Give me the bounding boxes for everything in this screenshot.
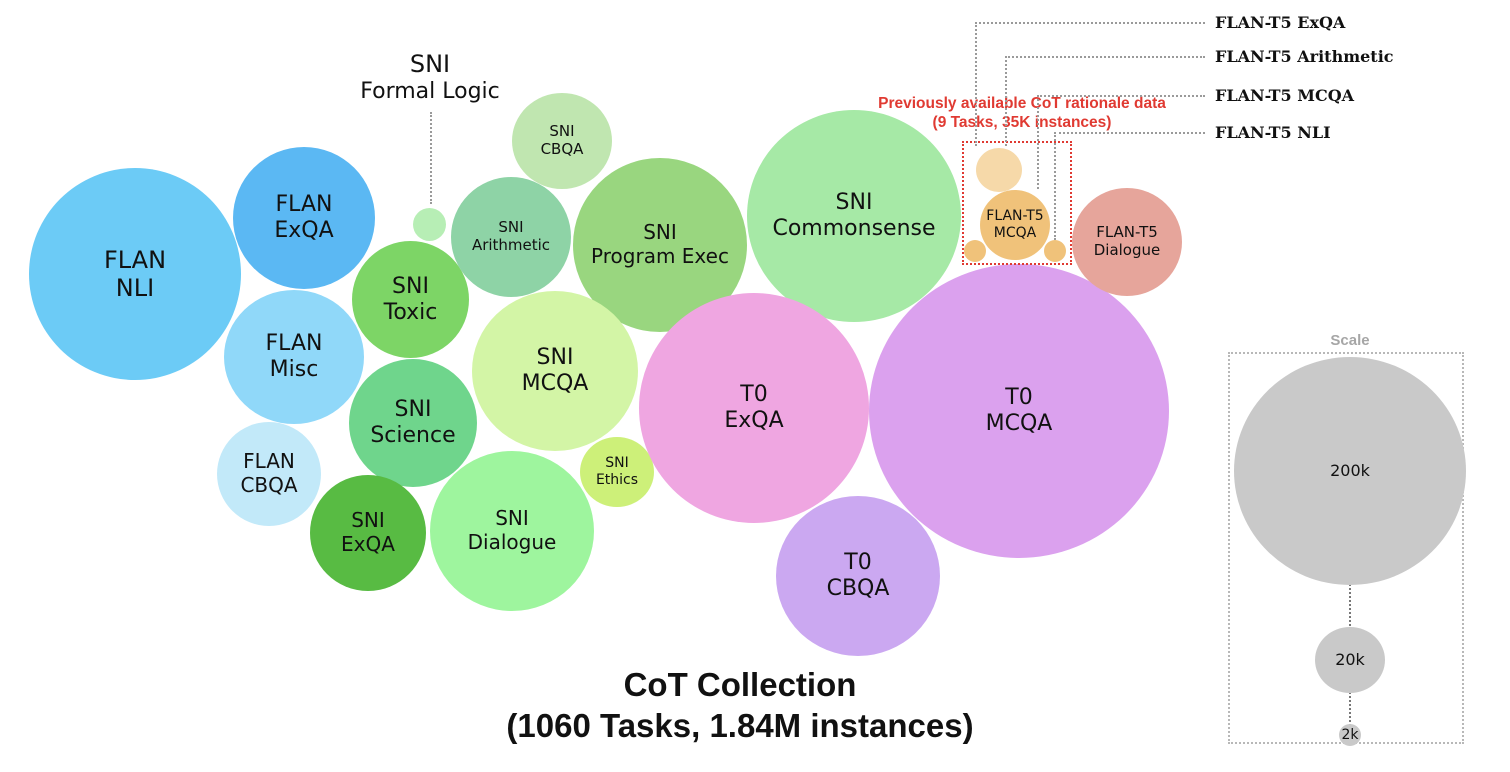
bubble-label: MCQA bbox=[993, 225, 1037, 241]
callout-flan-t5-exqa: FLAN-T5 ExQA bbox=[1215, 13, 1346, 32]
bubble-sni-formal-logic bbox=[413, 208, 446, 241]
bubble-sni-commonsense: SNI Commonsense bbox=[747, 110, 961, 322]
bubble-sni-toxic: SNI Toxic bbox=[352, 241, 469, 358]
bubble-flan-t5-mcqa: FLAN-T5 MCQA bbox=[980, 190, 1050, 260]
bubble-flan-misc: FLAN Misc bbox=[224, 290, 364, 424]
bubble-sni-arithmetic: SNI Arithmetic bbox=[451, 177, 571, 297]
collection-title-line2: (1060 Tasks, 1.84M instances) bbox=[506, 707, 974, 745]
bubble-label: Commonsense bbox=[772, 216, 936, 241]
previous-data-title: Previously available CoT rationale data … bbox=[852, 94, 1192, 133]
bubble-label: Dialogue bbox=[467, 530, 557, 554]
bubble-label: SNI bbox=[498, 218, 524, 237]
bubble-label: Toxic bbox=[383, 299, 438, 325]
bubble-flan-t5-arithmetic bbox=[964, 240, 986, 262]
bubble-flan-t5-nli bbox=[1044, 240, 1066, 262]
sni-formal-logic-leader bbox=[430, 112, 432, 204]
collection-title-line1: CoT Collection bbox=[623, 666, 857, 703]
nli-leader-v bbox=[1054, 132, 1056, 240]
scale-label: 20k bbox=[1335, 649, 1365, 669]
bubble-label: SNI bbox=[643, 220, 677, 245]
scale-title: Scale bbox=[1330, 332, 1370, 349]
arith-leader-v bbox=[1005, 56, 1007, 146]
bubble-label: FLAN-T5 bbox=[1096, 223, 1158, 242]
bubble-label: SNI bbox=[549, 122, 575, 141]
arith-leader-h bbox=[1005, 56, 1205, 58]
bubble-label: Dialogue bbox=[1093, 241, 1161, 259]
bubble-label: Arithmetic bbox=[471, 236, 551, 254]
bubble-flan-t5-dialogue: FLAN-T5 Dialogue bbox=[1072, 188, 1182, 296]
bubble-label: SNI bbox=[495, 506, 529, 531]
bubble-flan-exqa: FLAN ExQA bbox=[233, 147, 375, 289]
previous-data-line2: (9 Tasks, 35K instances) bbox=[932, 114, 1112, 132]
bubble-label: FLAN bbox=[275, 192, 333, 218]
bubble-sni-dialogue: SNI Dialogue bbox=[430, 451, 594, 611]
bubble-label: ExQA bbox=[274, 218, 334, 243]
exqa-leader-h bbox=[975, 22, 1205, 24]
bubble-label: MCQA bbox=[521, 371, 589, 396]
bubble-t0-cbqa: T0 CBQA bbox=[776, 496, 940, 656]
bubble-label: FLAN bbox=[103, 245, 167, 274]
bubble-label: SNI bbox=[536, 345, 574, 371]
bubble-label: Program Exec bbox=[591, 244, 729, 268]
bubble-label: SNI bbox=[605, 455, 629, 472]
bubble-sni-mcqa: SNI MCQA bbox=[472, 291, 638, 451]
nli-leader-h bbox=[1054, 132, 1205, 134]
collection-title: CoT Collection (1060 Tasks, 1.84M instan… bbox=[440, 664, 1040, 747]
callout-flan-t5-nli: FLAN-T5 NLI bbox=[1215, 123, 1331, 142]
mcqa-leader-v bbox=[1037, 95, 1039, 189]
scale-label: 2k bbox=[1341, 726, 1359, 743]
sni-formal-logic-line1: SNI bbox=[409, 50, 451, 78]
bubble-label: SNI bbox=[351, 508, 385, 533]
bubble-sni-exqa: SNI ExQA bbox=[310, 475, 426, 591]
bubble-label: ExQA bbox=[724, 408, 784, 433]
sni-formal-logic-label: SNI Formal Logic bbox=[340, 50, 520, 105]
previous-data-box bbox=[962, 141, 1072, 265]
scale-bubble-20k: 20k bbox=[1315, 627, 1385, 693]
sni-formal-logic-line2: Formal Logic bbox=[360, 78, 500, 104]
bubble-label: Misc bbox=[269, 357, 319, 382]
bubble-label: FLAN bbox=[243, 449, 295, 474]
bubble-label: SNI bbox=[835, 190, 873, 216]
bubble-sni-science: SNI Science bbox=[349, 359, 477, 487]
bubble-label: NLI bbox=[115, 274, 155, 302]
scale-bubble-2k: 2k bbox=[1339, 724, 1361, 746]
bubble-label: T0 bbox=[1005, 385, 1033, 411]
exqa-leader-v bbox=[975, 22, 977, 146]
bubble-label: FLAN bbox=[265, 331, 323, 357]
bubble-t0-mcqa: T0 MCQA bbox=[869, 264, 1169, 558]
bubble-label: MCQA bbox=[985, 411, 1053, 436]
bubble-sni-program-exec: SNI Program Exec bbox=[573, 158, 747, 332]
bubble-label: CBQA bbox=[540, 140, 584, 158]
bubble-label: ExQA bbox=[341, 532, 395, 556]
bubble-label: T0 bbox=[740, 382, 768, 408]
bubble-label: T0 bbox=[844, 550, 872, 576]
bubble-label: SNI bbox=[394, 397, 432, 423]
callout-flan-t5-arithmetic: FLAN-T5 Arithmetic bbox=[1215, 47, 1394, 66]
bubble-flan-nli: FLAN NLI bbox=[29, 168, 241, 380]
bubble-sni-cbqa: SNI CBQA bbox=[512, 93, 612, 189]
bubble-flan-cbqa: FLAN CBQA bbox=[217, 422, 321, 526]
bubble-label: Ethics bbox=[595, 472, 639, 488]
mcqa-leader-h bbox=[1037, 95, 1205, 97]
bubble-label: CBQA bbox=[240, 473, 298, 497]
scale-bubble-200k: 200k bbox=[1234, 357, 1466, 585]
bubble-sni-ethics: SNI Ethics bbox=[580, 437, 654, 507]
callout-flan-t5-mcqa: FLAN-T5 MCQA bbox=[1215, 86, 1355, 105]
bubble-label: FLAN-T5 bbox=[986, 208, 1044, 225]
previous-data-line1: Previously available CoT rationale data bbox=[878, 95, 1166, 112]
bubble-flan-t5-exqa bbox=[976, 148, 1022, 192]
scale-label: 200k bbox=[1330, 460, 1370, 480]
bubble-t0-exqa: T0 ExQA bbox=[639, 293, 869, 523]
bubble-label: Science bbox=[370, 423, 456, 448]
bubble-label: CBQA bbox=[826, 576, 890, 601]
bubble-label: SNI bbox=[392, 273, 429, 299]
